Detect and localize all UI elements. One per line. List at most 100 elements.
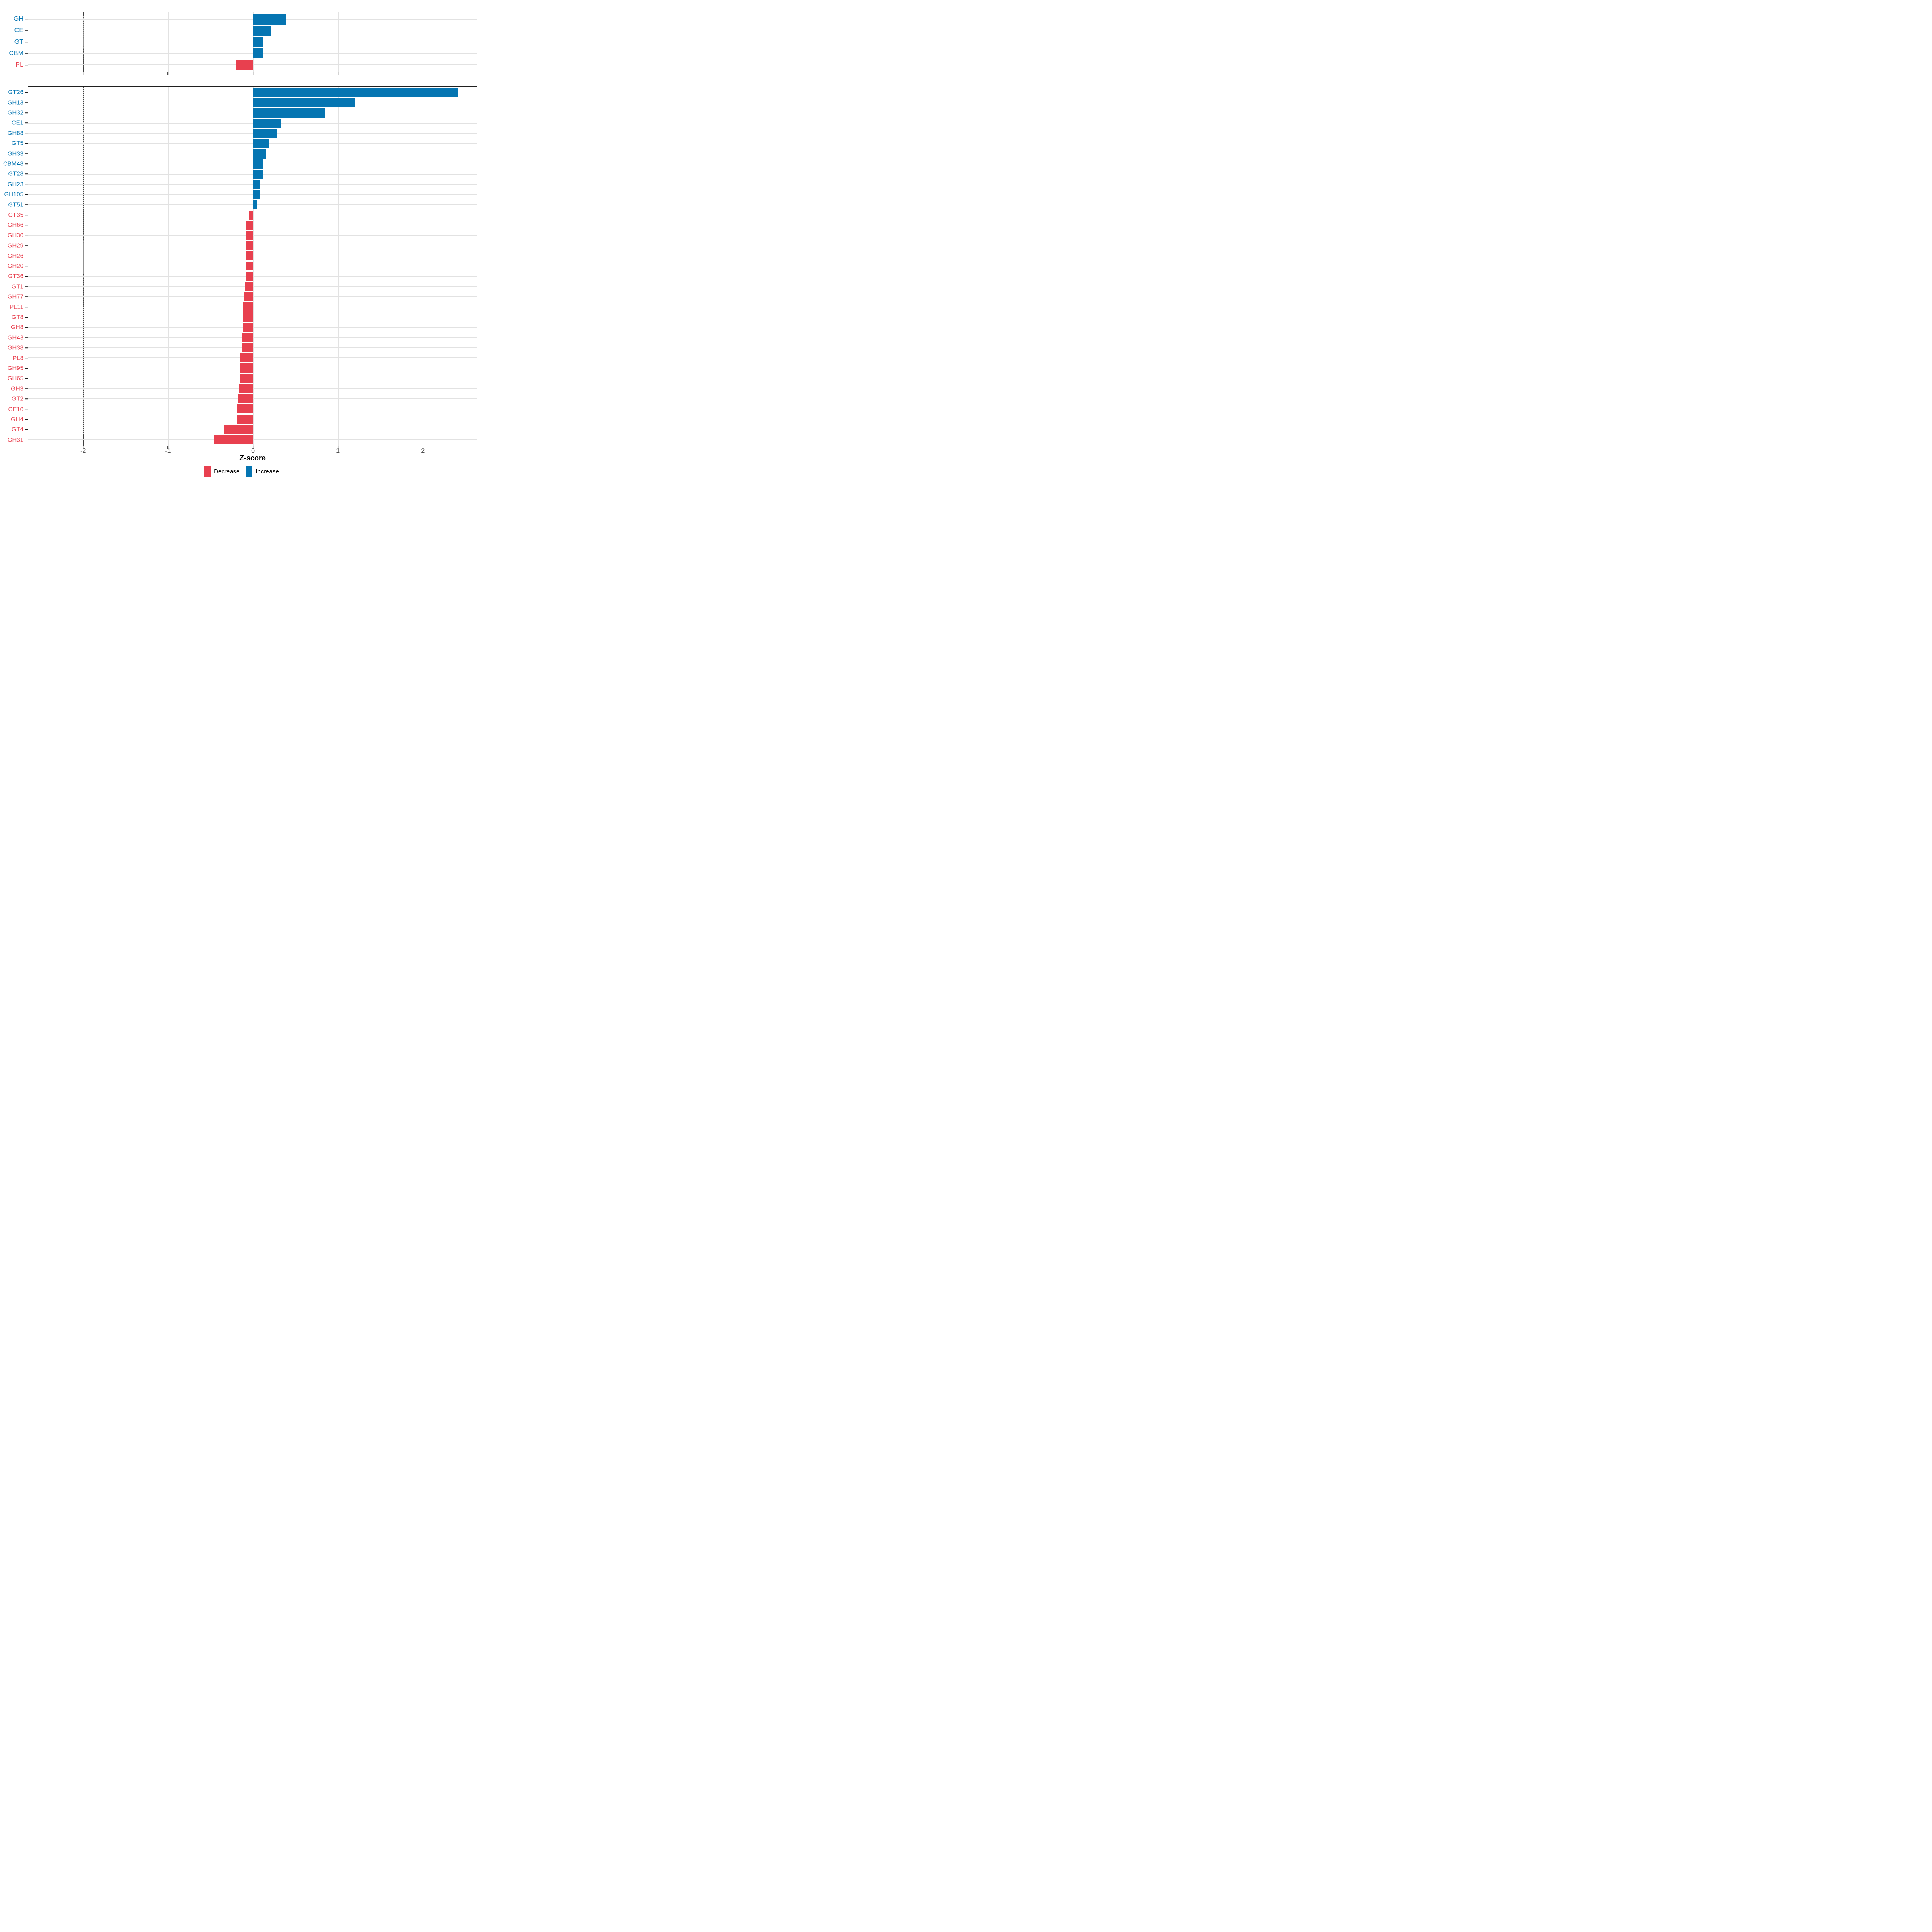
y-axis-label-GT2: GT2 bbox=[11, 395, 23, 402]
legend-label: Decrease bbox=[214, 468, 240, 475]
y-axis-label-GH66: GH66 bbox=[7, 221, 23, 229]
bar-GH43 bbox=[242, 332, 253, 342]
bar-GH8 bbox=[242, 322, 253, 332]
bar-GH77 bbox=[244, 292, 253, 301]
bar-GT5 bbox=[253, 139, 269, 149]
y-axis-label-GT51: GT51 bbox=[8, 201, 23, 208]
x-tick-label: 0 bbox=[251, 448, 255, 454]
bottom-panel bbox=[28, 86, 477, 446]
bottom-panel-y-axis-labels: GT26 GH13 GH32 CE1 GH88 GT5 GH33 CBM48 GT28 GH23 G… bbox=[0, 86, 23, 446]
bar-CE1 bbox=[253, 118, 281, 128]
x-tick bbox=[337, 72, 339, 75]
y-axis-label-GH4: GH4 bbox=[11, 416, 23, 423]
bottom-panel-x-ticks bbox=[28, 446, 477, 449]
y-tick bbox=[25, 235, 28, 236]
bar-PL bbox=[236, 60, 253, 70]
y-axis-label-GH3: GH3 bbox=[11, 385, 23, 392]
bar-CBM bbox=[253, 48, 263, 59]
y-axis-label-GH20: GH20 bbox=[7, 262, 23, 270]
bar-PL11 bbox=[243, 302, 253, 312]
x-tick-label: 2 bbox=[421, 448, 425, 454]
bar-GT1 bbox=[245, 282, 253, 291]
y-axis-label-GH23: GH23 bbox=[7, 181, 23, 188]
y-tick bbox=[25, 398, 28, 399]
y-tick bbox=[25, 245, 28, 246]
y-tick bbox=[25, 65, 28, 66]
y-tick bbox=[25, 317, 28, 318]
legend-label: Increase bbox=[256, 468, 279, 475]
h-gridline bbox=[28, 194, 477, 195]
y-tick bbox=[25, 204, 28, 205]
y-tick bbox=[25, 41, 28, 43]
y-axis-label-GH38: GH38 bbox=[7, 344, 23, 351]
legend-item-increase: Increase bbox=[246, 466, 279, 477]
y-tick bbox=[25, 306, 28, 308]
bar-GH33 bbox=[253, 149, 267, 159]
y-axis-label-GH29: GH29 bbox=[7, 242, 23, 249]
top-panel-y-ticks bbox=[25, 12, 28, 72]
y-axis-label-GH95: GH95 bbox=[7, 365, 23, 372]
y-axis-label-CBM: CBM bbox=[9, 50, 23, 57]
y-tick bbox=[25, 429, 28, 430]
y-axis-label-PL: PL bbox=[15, 61, 23, 68]
h-gridline bbox=[28, 123, 477, 124]
bar-GH95 bbox=[240, 363, 253, 373]
y-tick bbox=[25, 163, 28, 164]
y-tick bbox=[25, 286, 28, 287]
bar-CBM48 bbox=[253, 159, 263, 169]
y-tick bbox=[25, 102, 28, 103]
bar-GT bbox=[253, 37, 263, 47]
legend-swatch bbox=[204, 466, 211, 477]
bar-GH4 bbox=[237, 414, 253, 424]
y-tick bbox=[25, 388, 28, 389]
h-gridline bbox=[28, 133, 477, 134]
x-tick-label: -2 bbox=[80, 448, 86, 454]
bar-GH13 bbox=[253, 98, 355, 107]
x-tick bbox=[167, 72, 169, 75]
y-axis-label-GH30: GH30 bbox=[7, 232, 23, 239]
bar-GT36 bbox=[246, 271, 253, 281]
bar-GH26 bbox=[246, 251, 253, 261]
y-axis-label-GH65: GH65 bbox=[7, 375, 23, 382]
y-axis-label-GH43: GH43 bbox=[7, 334, 23, 341]
h-gridline bbox=[28, 204, 477, 205]
y-axis-label-GH26: GH26 bbox=[7, 252, 23, 260]
bottom-panel-y-ticks bbox=[25, 86, 28, 446]
y-tick bbox=[25, 30, 28, 31]
bar-GH31 bbox=[214, 435, 253, 444]
y-axis-label-GH31: GH31 bbox=[7, 436, 23, 444]
bar-GH23 bbox=[253, 180, 260, 189]
y-tick bbox=[25, 173, 28, 175]
legend: Decrease Increase bbox=[0, 466, 483, 477]
y-tick bbox=[25, 347, 28, 348]
bar-GT51 bbox=[253, 200, 257, 210]
bar-GH bbox=[253, 14, 286, 25]
y-axis-label-GT8: GT8 bbox=[11, 314, 23, 321]
top-panel-y-axis-labels: GH CE GT CBM PL bbox=[0, 12, 23, 72]
y-axis-label-GH88: GH88 bbox=[7, 130, 23, 137]
top-panel-x-ticks bbox=[28, 72, 477, 75]
y-axis-label-GT26: GT26 bbox=[8, 89, 23, 96]
y-axis-label-GH13: GH13 bbox=[7, 99, 23, 106]
bar-GH30 bbox=[246, 231, 253, 240]
bar-GH65 bbox=[239, 374, 253, 383]
h-gridline bbox=[28, 53, 477, 54]
legend-item-decrease: Decrease bbox=[204, 466, 239, 477]
x-tick bbox=[337, 446, 339, 449]
y-tick bbox=[25, 419, 28, 420]
y-tick bbox=[25, 296, 28, 297]
bar-CE10 bbox=[237, 404, 253, 414]
y-tick bbox=[25, 133, 28, 134]
bar-GH3 bbox=[239, 384, 253, 393]
y-axis-label-GT1: GT1 bbox=[11, 283, 23, 290]
bar-GH88 bbox=[253, 129, 277, 138]
x-tick bbox=[167, 446, 169, 449]
x-axis-tick-labels: -2 -1 0 1 2 bbox=[28, 448, 477, 456]
h-gridline bbox=[28, 184, 477, 185]
y-tick bbox=[25, 225, 28, 226]
bar-GT26 bbox=[253, 88, 458, 97]
y-axis-label-GH8: GH8 bbox=[11, 324, 23, 331]
y-tick bbox=[25, 194, 28, 195]
y-tick bbox=[25, 409, 28, 410]
x-axis-title: Z-score bbox=[239, 454, 266, 462]
